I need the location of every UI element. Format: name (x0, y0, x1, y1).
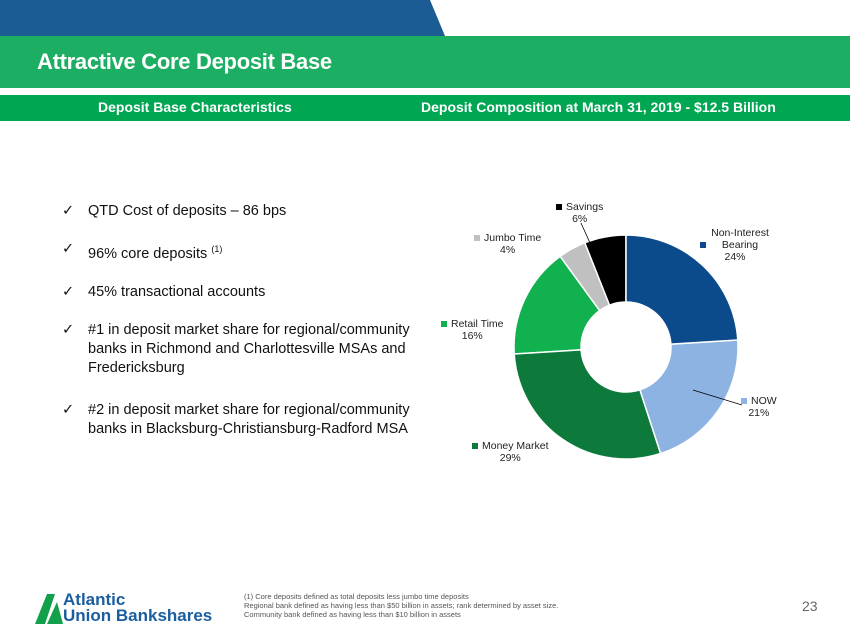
bullet-list: ✓ QTD Cost of deposits – 86 bps ✓ 96% core… (62, 202, 422, 458)
subtitle-bar (0, 95, 850, 121)
check-icon: ✓ (62, 203, 75, 219)
bullet-item: ✓ #2 in deposit market share for regional… (62, 401, 410, 437)
check-icon: ✓ (62, 241, 75, 257)
header-blue-band (0, 0, 445, 36)
logo-mark-icon (35, 594, 63, 624)
legend-swatch (441, 321, 447, 327)
right-subtitle: Deposit Composition at March 31, 2019 - … (421, 99, 776, 115)
data-label: Jumbo Time 4% (474, 232, 541, 256)
data-label: NOW 21% (741, 395, 777, 419)
data-label: Non-Interest Bearing 24% (700, 227, 770, 263)
legend-swatch (472, 443, 478, 449)
page-title: Attractive Core Deposit Base (37, 49, 332, 74)
legend-swatch (700, 242, 706, 248)
title-bar (0, 36, 850, 88)
slice-jumbo-time (559, 241, 611, 312)
bullet-item: ✓ 45% transactional accounts (62, 283, 266, 300)
slice-now (638, 339, 739, 455)
legend-swatch (741, 398, 747, 404)
data-label: Retail Time 16% (441, 318, 504, 342)
slice-retail-time (513, 255, 601, 355)
legend-swatch (474, 235, 480, 241)
bullet-item: ✓ QTD Cost of deposits – 86 bps (62, 203, 287, 219)
check-icon: ✓ (62, 283, 75, 300)
bullet-item: ✓ #1 in deposit market share for regional… (62, 321, 410, 376)
slice-money-market (513, 349, 662, 460)
legend-swatch (556, 204, 562, 210)
page-number: 23 (802, 598, 818, 614)
footnotes: (1) Core deposits defined as total depos… (244, 592, 559, 619)
check-icon: ✓ (62, 321, 75, 338)
slice-non-interest-bearing (625, 234, 739, 345)
bullet-item: ✓ 96% core deposits (1) (62, 241, 223, 262)
left-subtitle: Deposit Base Characteristics (98, 99, 292, 115)
data-label: Savings 6% (556, 201, 603, 225)
data-label: Money Market 29% (472, 440, 549, 464)
check-icon: ✓ (62, 401, 75, 418)
